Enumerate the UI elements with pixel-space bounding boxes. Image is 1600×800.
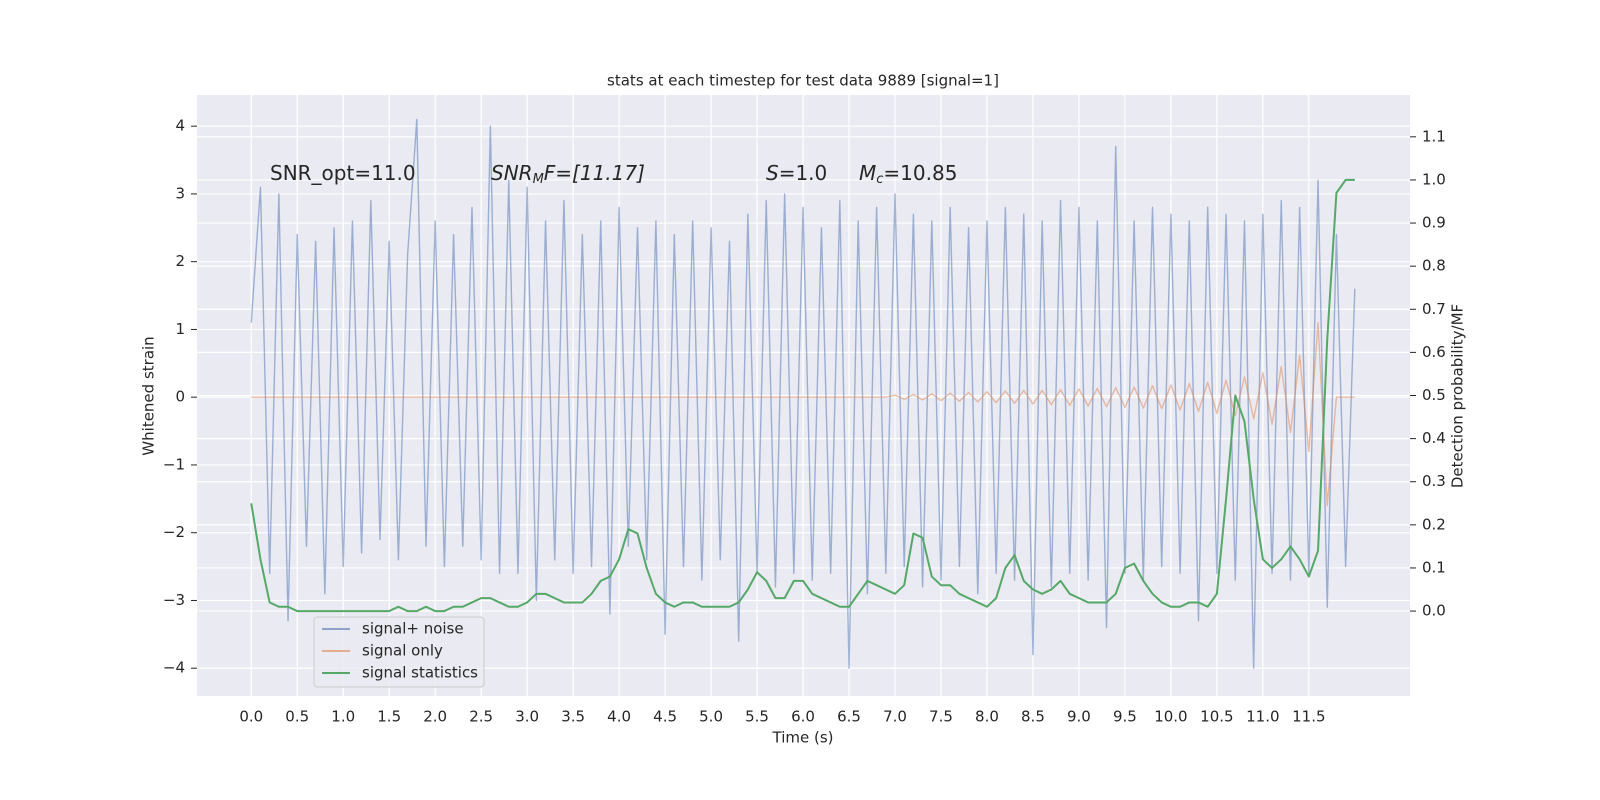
x-tick-label: 3.5	[561, 708, 585, 726]
y2-tick-label: 0.8	[1422, 257, 1446, 275]
y-tick-label: 0	[175, 388, 185, 406]
y2-axis-label: Detection probability/MF	[1449, 304, 1467, 488]
annotation-text: =1.0	[779, 161, 828, 185]
y-tick-label: −2	[163, 523, 185, 541]
x-tick-label: 8.0	[975, 708, 999, 726]
y-tick-label: 2	[175, 252, 185, 270]
x-tick-label: 0.0	[239, 708, 263, 726]
x-tick-label: 7.5	[929, 708, 953, 726]
x-tick-label: 11.5	[1292, 708, 1325, 726]
legend-label: signal statistics	[362, 664, 478, 682]
x-tick-label: 6.5	[837, 708, 861, 726]
grid	[197, 95, 1410, 696]
y2-tick-label: 0.7	[1422, 300, 1446, 318]
annotation-text: S	[766, 161, 779, 185]
series-line	[250, 118, 1356, 669]
chart-title: stats at each timestep for test data 988…	[607, 72, 999, 90]
x-tick-label: 7.0	[883, 708, 907, 726]
annotation-text: M	[859, 161, 876, 185]
annotation: SNRMF=[11.17]	[491, 161, 645, 187]
x-tick-label: 0.5	[285, 708, 309, 726]
x-tick-label: 1.5	[377, 708, 401, 726]
annotation-text: M	[533, 172, 544, 187]
legend-box	[313, 616, 485, 688]
x-tick-label: 2.5	[469, 708, 493, 726]
y2-tick-label: 0.4	[1422, 429, 1446, 447]
x-tick-label: 4.0	[607, 708, 631, 726]
x-tick-label: 8.5	[1021, 708, 1045, 726]
legend-label: signal only	[362, 642, 443, 660]
y2-tick-label: 0.2	[1422, 515, 1446, 533]
x-tick-label: 5.0	[699, 708, 723, 726]
annotation-text: SNR_opt=11.0	[270, 161, 416, 185]
y2-tick-label: 0.6	[1422, 343, 1446, 361]
annotation-text: SNR	[491, 161, 533, 185]
x-tick-label: 10.0	[1154, 708, 1187, 726]
x-tick-label: 1.0	[331, 708, 355, 726]
y2-tick-label: 1.0	[1422, 170, 1446, 188]
x-tick-label: 10.5	[1200, 708, 1233, 726]
series-line	[251, 321, 1355, 507]
x-tick-label: 5.5	[745, 708, 769, 726]
x-axis-label: Time (s)	[772, 729, 834, 747]
x-tick-label: 9.5	[1113, 708, 1137, 726]
x-tick-label: 11.0	[1246, 708, 1279, 726]
y-tick-label: −1	[163, 455, 185, 473]
y2-tick-label: 1.1	[1422, 127, 1446, 145]
y-tick-label: 1	[175, 320, 185, 338]
series-layer	[250, 118, 1356, 669]
legend-label: signal+ noise	[362, 620, 464, 638]
x-tick-label: 4.5	[653, 708, 677, 726]
y2-tick-label: 0.9	[1422, 214, 1446, 232]
legend: signal+ noise signal only signal statistic…	[313, 616, 485, 688]
y-tick-label: −3	[163, 591, 185, 609]
x-tick-label: 2.0	[423, 708, 447, 726]
x-tick-label: 3.0	[515, 708, 539, 726]
x-tick-label: 9.0	[1067, 708, 1091, 726]
y-axis-label: Whitened strain	[140, 336, 158, 455]
y-tick-label: 3	[175, 184, 185, 202]
y2-tick-label: 0.0	[1422, 602, 1446, 620]
y-tick-label: −4	[163, 659, 185, 677]
annotation-text: c	[876, 172, 883, 187]
y2-tick-label: 0.1	[1422, 558, 1446, 576]
annotation: Mc=10.85	[859, 161, 957, 187]
annotation-text: =10.85	[883, 161, 957, 185]
x-tick-label: 6.0	[791, 708, 815, 726]
series-line	[250, 178, 1355, 613]
y2-tick-label: 0.3	[1422, 472, 1446, 490]
annotation: S=1.0	[766, 161, 827, 185]
y-tick-label: 4	[175, 117, 185, 135]
annotation-text: F=[11.17]	[544, 161, 645, 185]
y2-tick-label: 0.5	[1422, 386, 1446, 404]
annotation: SNR_opt=11.0	[270, 161, 416, 185]
